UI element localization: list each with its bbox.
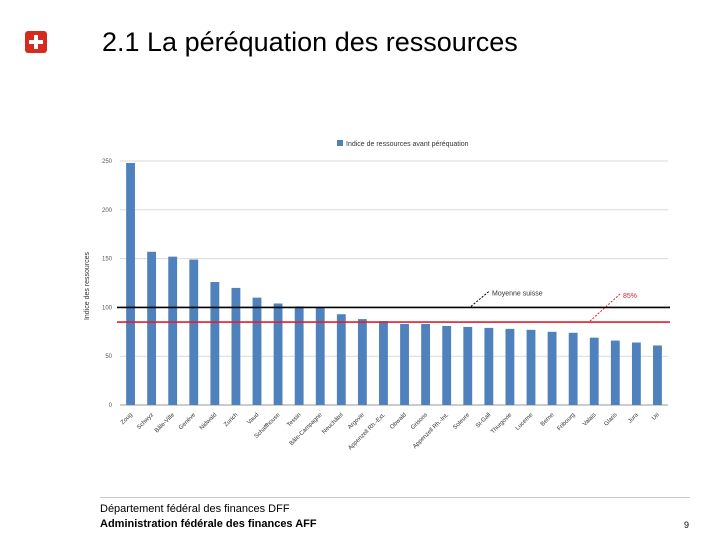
legend-label: Indice de ressources avant péréquation <box>346 141 469 148</box>
x-tick-label: Appenzell Rh.-Ext. <box>347 412 387 452</box>
bar-fribourg <box>568 332 578 405</box>
y-tick-labels: 0 50 100 150 200 250 <box>102 159 113 409</box>
x-tick-label: Appenzell Rh.-Int. <box>412 412 450 450</box>
x-tick-label: Tessin <box>286 412 302 428</box>
bar-grisons <box>421 323 431 405</box>
x-tick-label: Berne <box>540 412 556 428</box>
y-tick-label-150: 150 <box>102 257 113 263</box>
footer-divider <box>100 497 690 498</box>
x-tick-label: Vaud <box>247 412 261 426</box>
resource-index-chart: Indice de ressources avant péréquation I… <box>84 140 670 452</box>
bar-zoug <box>126 162 135 405</box>
y-tick-label-200: 200 <box>102 208 113 214</box>
bar-berne <box>547 331 557 405</box>
bar-tessin <box>294 306 304 405</box>
bar-schwyz <box>147 251 157 405</box>
bar-b-le-ville <box>168 256 178 405</box>
bar-lucerne <box>526 329 536 405</box>
bar-schaffhouse <box>273 303 283 405</box>
chart-legend: Indice de ressources avant péréquation <box>337 140 469 148</box>
reference-line-callout-0 <box>470 291 490 307</box>
x-tick-label: Genève <box>178 412 198 432</box>
x-tick-label: Valais <box>582 412 597 427</box>
y-tick-label-250: 250 <box>102 159 113 165</box>
bar-appenzell-rh-ext- <box>379 321 388 405</box>
x-tick-label: Uri <box>651 412 661 422</box>
bar-vaud <box>252 297 262 405</box>
bar-valais <box>589 337 599 405</box>
bar-st-gall <box>484 327 494 405</box>
x-tick-label: Schwyz <box>136 412 155 431</box>
bar-nidwald <box>210 282 220 405</box>
footer-administration: Administration fédérale des finances AFF <box>100 518 317 530</box>
bar-glaris <box>610 340 620 405</box>
y-tick-label-100: 100 <box>102 305 113 311</box>
reference-line-label-0: Moyenne suisse <box>492 290 543 297</box>
reference-lines: Moyenne suisse 85% <box>117 290 670 323</box>
page-number: 9 <box>684 520 690 530</box>
x-tick-label: Thurgovie <box>490 412 514 436</box>
x-tick-label: Jura <box>627 412 640 425</box>
reference-line-label-1: 85% <box>623 293 637 300</box>
y-tick-label-50: 50 <box>105 354 112 360</box>
chart-gridlines <box>120 160 668 406</box>
x-tick-label: Zurich <box>223 412 239 428</box>
x-tick-label: Fribourg <box>557 412 577 432</box>
legend-swatch <box>337 140 343 146</box>
chart-bars <box>126 162 662 405</box>
x-tick-label: Soleure <box>452 412 471 431</box>
x-tick-label: Lucerne <box>515 412 535 432</box>
y-axis-label: Indice des ressources <box>84 251 91 320</box>
x-tick-label: Bâle-Ville <box>154 412 177 435</box>
bar-b-le-campagne <box>315 307 325 405</box>
x-tick-label: Obwald <box>389 412 408 431</box>
x-tick-label: Glaris <box>603 412 618 427</box>
swiss-cross-logo <box>25 31 47 53</box>
x-tick-label: Argovie <box>347 412 366 431</box>
x-tick-label: Zoug <box>120 412 134 426</box>
x-tick-label: Neuchâtel <box>321 412 344 435</box>
x-tick-label: St-Gall <box>475 412 492 429</box>
y-tick-label-0: 0 <box>109 403 113 409</box>
bar-neuch-tel <box>336 314 346 405</box>
bar-thurgovie <box>505 328 515 405</box>
page-title: 2.1 La péréquation des ressources <box>102 27 518 57</box>
bar-gen-ve <box>189 259 199 405</box>
bar-obwald <box>400 323 409 405</box>
bar-argovie <box>357 319 367 405</box>
x-tick-label: Grisons <box>410 412 429 431</box>
bar-uri <box>653 345 662 405</box>
bar-zurich <box>231 287 241 405</box>
x-tick-label: Nidwald <box>199 412 218 431</box>
footer-department: Département fédéral des finances DFF <box>100 503 290 515</box>
bar-appenzell-rh-int- <box>442 325 452 405</box>
bar-soleure <box>463 326 473 405</box>
bar-jura <box>631 342 641 405</box>
